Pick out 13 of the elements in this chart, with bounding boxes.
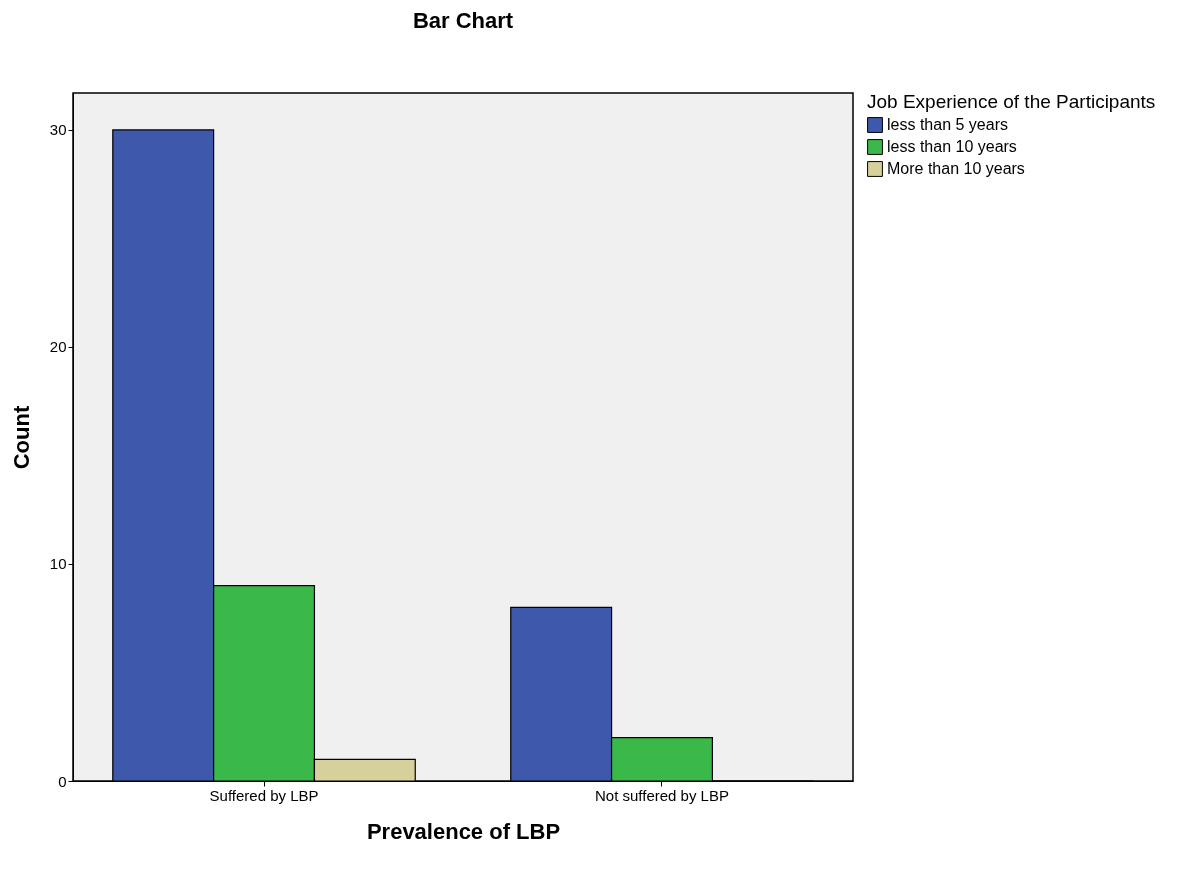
x-tick-label: Suffered by LBP: [209, 786, 319, 804]
legend-label: less than 10 years: [887, 138, 1017, 155]
y-tick-label: 10: [49, 555, 67, 573]
x-axis-title: Prevalence of LBP: [366, 818, 561, 844]
legend-label: More than 10 years: [887, 160, 1025, 177]
legend-label: less than 5 years: [887, 116, 1008, 133]
x-tick-label: Not suffered by LBP: [595, 786, 729, 804]
y-tick-label: 20: [49, 338, 67, 356]
y-tick-label: 30: [49, 121, 67, 139]
chart-title: Bar Chart: [412, 8, 514, 33]
y-tick-label: 0: [58, 772, 67, 790]
y-axis-title: Count: [8, 405, 34, 470]
legend-title: Job Experience of the Participants: [867, 91, 1156, 112]
